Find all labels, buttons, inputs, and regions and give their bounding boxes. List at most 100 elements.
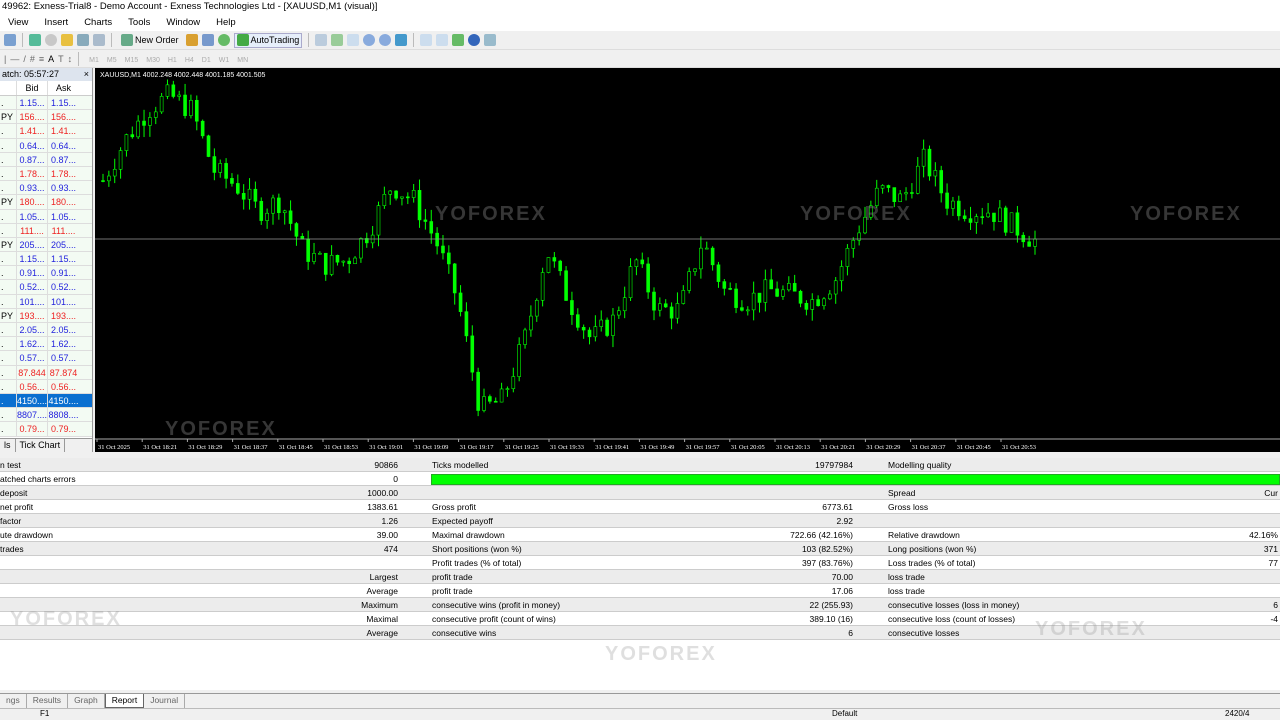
tab-results[interactable]: Results [27, 694, 69, 708]
candle-body [271, 197, 275, 214]
candle-body [728, 288, 732, 290]
candle-body [236, 183, 240, 194]
periods-icon[interactable] [468, 34, 481, 46]
candle-body [968, 218, 973, 223]
report-value: 70.00 [831, 572, 853, 582]
market-watch-row[interactable]: . 0.57... 0.57... [0, 351, 92, 366]
timeframe-mn[interactable]: MN [237, 56, 249, 64]
menu-item-insert[interactable]: Insert [44, 17, 69, 28]
ask-price: 1.15... [50, 254, 77, 265]
candle-body [529, 315, 533, 331]
vertical-line-icon[interactable]: | [4, 53, 7, 64]
market-watch-row[interactable]: . 0.87... 0.87... [0, 152, 92, 167]
menu-item-window[interactable]: Window [166, 17, 201, 28]
text-label-icon[interactable]: T [58, 53, 64, 64]
timeframe-h4[interactable]: H4 [184, 56, 194, 64]
tile-windows-icon[interactable] [395, 34, 408, 46]
market-watch-row[interactable]: PY 193.... 193.... [0, 308, 92, 323]
terminal-icon[interactable] [77, 34, 89, 46]
price-chart[interactable]: 31 Oct 2025 31 Oct 18:21 31 Oct 18:29 31 Oc… [95, 68, 1280, 452]
market-watch-row[interactable]: PY 205.... 205.... [0, 237, 92, 253]
autotrading-button[interactable]: AutoTrading [233, 32, 303, 48]
tab-ngs[interactable]: ngs [0, 694, 27, 708]
market-watch-row[interactable]: . 2.05... 2.05... [0, 323, 92, 338]
trendline-icon[interactable]: / [23, 53, 26, 64]
candlestick-icon[interactable] [331, 34, 344, 46]
market-watch-row[interactable]: . 101.... 101.... [0, 294, 92, 309]
new-order-button[interactable]: New Order [118, 33, 182, 48]
autoscroll-icon[interactable] [420, 34, 433, 46]
timeframe-m30[interactable]: M30 [146, 56, 160, 64]
navigator-icon[interactable] [61, 34, 73, 46]
bid-header[interactable]: Bid [17, 81, 48, 95]
market-watch-row[interactable]: . 1.05... 1.05... [0, 209, 92, 224]
tab-0[interactable]: ls [0, 439, 16, 452]
close-icon[interactable]: × [83, 69, 89, 79]
templates-icon[interactable] [484, 34, 497, 46]
candle-body [921, 148, 926, 167]
market-watch-row[interactable]: . 1.15... 1.15... [0, 252, 92, 267]
menu-item-view[interactable]: View [8, 17, 29, 28]
report-value: 474 [383, 544, 398, 554]
candle-body [998, 207, 1002, 222]
tab-journal[interactable]: Journal [144, 694, 186, 708]
market-watch-row[interactable]: . 1.78... 1.78... [0, 166, 92, 182]
candle-body [230, 178, 234, 184]
market-watch-row[interactable]: . 0.91... 0.91... [0, 266, 92, 281]
profiles-icon[interactable] [4, 34, 16, 46]
text-tool-icon[interactable]: A [48, 53, 55, 64]
market-watch-row[interactable]: . 0.56... 0.56... [0, 379, 92, 394]
crosshair-icon[interactable] [45, 34, 57, 46]
timeframe-d1[interactable]: D1 [201, 56, 211, 64]
tab-report[interactable]: Report [104, 694, 145, 708]
market-watch-row[interactable]: . 1.15... 1.15... [0, 96, 92, 111]
tab-1[interactable]: Tick Chart [16, 439, 66, 452]
market-watch-row[interactable]: . 8807.... 8808.... [0, 408, 92, 423]
arrows-icon[interactable]: ↕ [67, 53, 73, 64]
fibonacci-icon[interactable]: ≡ [38, 53, 45, 64]
zoom-in-icon[interactable] [363, 34, 376, 46]
menu-item-help[interactable]: Help [216, 17, 236, 28]
line-chart-icon[interactable] [347, 34, 360, 46]
timeframe-m5[interactable]: M5 [106, 56, 117, 64]
zoom-out-icon[interactable] [379, 34, 392, 46]
symbol: . [0, 209, 17, 223]
indicators-icon[interactable] [452, 34, 465, 46]
bid-price: 111.... [17, 223, 48, 237]
market-watch-row[interactable]: . 0.64... 0.64... [0, 138, 92, 153]
market-watch-row[interactable]: . 87.844 87.874 [0, 365, 92, 380]
market-watch-row[interactable]: PY 156.... 156.... [0, 110, 92, 125]
market-watch-row[interactable]: . 0.52... 0.52... [0, 280, 92, 295]
report-label: Short positions (won %) [432, 544, 522, 554]
strategy-tester-icon[interactable] [93, 34, 105, 46]
new-chart-icon[interactable] [29, 34, 41, 46]
market-watch-row[interactable]: . 1.41... 1.41... [0, 124, 92, 139]
menu-item-tools[interactable]: Tools [128, 17, 151, 28]
metaeditor-icon[interactable] [185, 34, 198, 46]
timeframe-m1[interactable]: M1 [89, 56, 99, 64]
signals-icon[interactable] [201, 34, 214, 46]
bid-price: 1.41... [17, 124, 48, 138]
tab-graph[interactable]: Graph [68, 694, 105, 708]
ask-header[interactable]: Ask [55, 83, 71, 93]
ask-price: 0.91... [50, 268, 77, 279]
market-watch-row[interactable]: . 1.62... 1.62... [0, 337, 92, 352]
autotrading-icon [236, 34, 249, 46]
timeframe-h1[interactable]: H1 [167, 56, 177, 64]
timeframe-m15[interactable]: M15 [124, 56, 139, 64]
market-watch-row[interactable]: . 4150.... 4150.... [0, 393, 92, 409]
market-watch-row[interactable]: . 0.93... 0.93... [0, 181, 92, 196]
ask-price: 1.05... [50, 211, 77, 222]
candle-body [874, 187, 879, 207]
chart-shift-icon[interactable] [436, 34, 449, 46]
timeframe-w1[interactable]: W1 [218, 56, 230, 64]
market-watch-row[interactable]: . 0.79... 0.79... [0, 422, 92, 437]
candle-body [265, 212, 269, 221]
menu-item-charts[interactable]: Charts [84, 17, 113, 28]
market-watch-row[interactable]: PY 180.... 180.... [0, 195, 92, 210]
market-watch-row[interactable]: . 111.... 111.... [0, 223, 92, 238]
bar-chart-icon[interactable] [315, 34, 328, 46]
market-icon[interactable] [217, 34, 230, 46]
horizontal-line-icon[interactable]: — [10, 53, 20, 64]
channel-icon[interactable]: # [29, 53, 35, 64]
